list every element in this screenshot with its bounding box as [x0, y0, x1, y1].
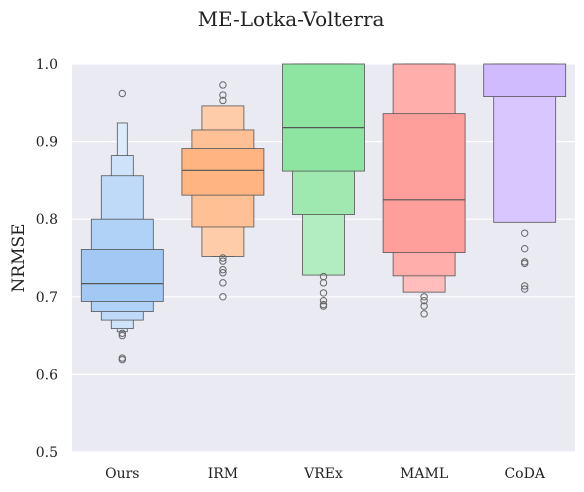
x-tick-label: VREx: [303, 466, 343, 482]
outlier-point: [118, 89, 127, 98]
outlier-point: [521, 229, 529, 237]
outlier-point: [521, 244, 529, 253]
outlier-point: [219, 91, 227, 99]
boxen-group-coda: [483, 63, 567, 293]
box-level: [80, 249, 164, 302]
boxen-group-ours: [80, 89, 164, 364]
outlier-point: [219, 293, 227, 301]
y-tick-labels: 0.5 0.6 0.7 0.8 0.9 1.0: [36, 57, 58, 461]
outlier-point: [118, 329, 127, 337]
box-level: [382, 113, 466, 253]
boxen-group-maml: [382, 63, 466, 318]
y-tick-label: 0.6: [36, 367, 58, 383]
outlier-point: [420, 310, 428, 318]
y-tick-label: 0.7: [36, 290, 58, 306]
boxen-group-irm: [181, 81, 265, 301]
y-tick-label: 0.9: [36, 135, 58, 151]
outlier-point: [319, 279, 328, 287]
outlier-point: [219, 81, 227, 89]
outlier-point: [521, 282, 529, 290]
outlier-point: [219, 96, 227, 105]
y-axis-label: NRMSE: [9, 223, 29, 292]
box-level: [181, 148, 265, 196]
outlier-point: [420, 296, 428, 305]
chart-title: ME-Lotka-Volterra: [198, 7, 385, 31]
outlier-point: [219, 257, 227, 265]
outlier-point: [319, 296, 328, 305]
outlier-point: [521, 259, 529, 268]
outlier-point: [420, 293, 428, 301]
x-tick-label: Ours: [105, 466, 139, 482]
box-level: [282, 63, 365, 172]
x-tick-labels: Ours IRM VREx MAML CoDA: [105, 466, 546, 482]
outlier-point: [219, 254, 227, 262]
y-tick-label: 0.8: [36, 212, 58, 228]
outlier-point: [118, 331, 127, 340]
outlier-point: [219, 265, 227, 274]
x-tick-label: CoDA: [504, 466, 545, 482]
outlier-point: [319, 289, 328, 297]
outlier-point: [219, 279, 227, 287]
x-tick-label: MAML: [400, 466, 448, 482]
outlier-point: [118, 355, 127, 364]
x-tick-label: IRM: [208, 466, 238, 482]
boxes-layer: [80, 63, 567, 364]
outlier-point: [521, 285, 529, 293]
box-level: [483, 63, 567, 97]
boxen-group-vrex: [282, 63, 365, 310]
outlier-point: [420, 302, 428, 310]
outlier-point: [319, 302, 328, 310]
y-tick-label: 1.0: [36, 57, 58, 73]
outlier-point: [219, 269, 227, 277]
y-tick-label: 0.5: [36, 445, 58, 461]
